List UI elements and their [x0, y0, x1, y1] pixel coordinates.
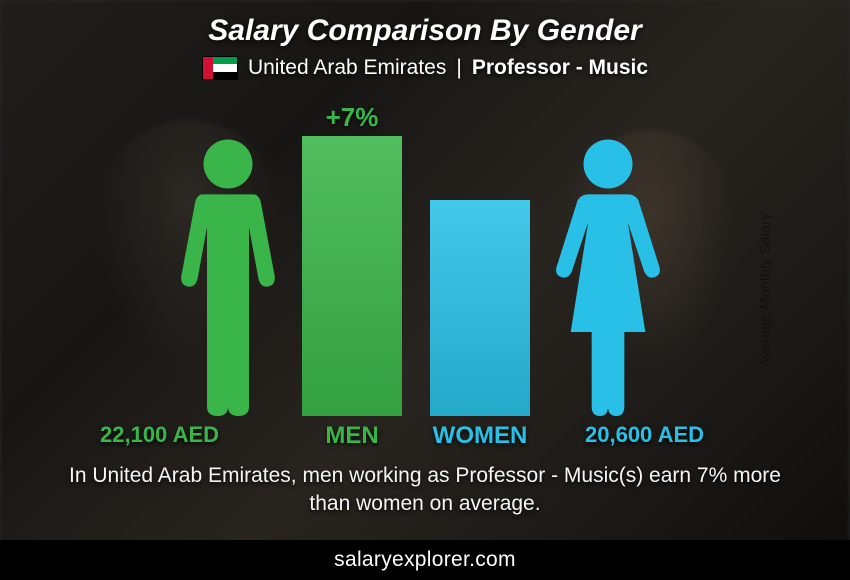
female-bar — [430, 200, 530, 416]
female-salary-label: 20,600 AED — [585, 422, 704, 448]
page-title: Salary Comparison By Gender — [0, 0, 850, 48]
male-gender-label: MEN — [302, 422, 402, 450]
job-title-label: Professor - Music — [472, 56, 648, 80]
female-gender-label: WOMEN — [430, 422, 530, 450]
male-bar: +7% — [302, 136, 402, 416]
footer-source: salaryexplorer.com — [0, 540, 850, 580]
chart-area: +7% — [0, 96, 850, 416]
labels-row: 22,100 AED MEN WOMEN 20,600 AED — [0, 422, 850, 452]
description-text: In United Arab Emirates, men working as … — [60, 462, 790, 519]
male-salary-label: 22,100 AED — [100, 422, 219, 448]
male-figure-icon — [168, 136, 288, 416]
infographic-content: Salary Comparison By Gender United Arab … — [0, 0, 850, 580]
female-figure-icon — [548, 136, 668, 416]
uae-flag-icon — [202, 56, 238, 80]
separator: | — [456, 56, 461, 80]
subtitle-row: United Arab Emirates | Professor - Music — [0, 56, 850, 80]
male-pct-label: +7% — [302, 102, 402, 133]
country-label: United Arab Emirates — [248, 56, 446, 80]
